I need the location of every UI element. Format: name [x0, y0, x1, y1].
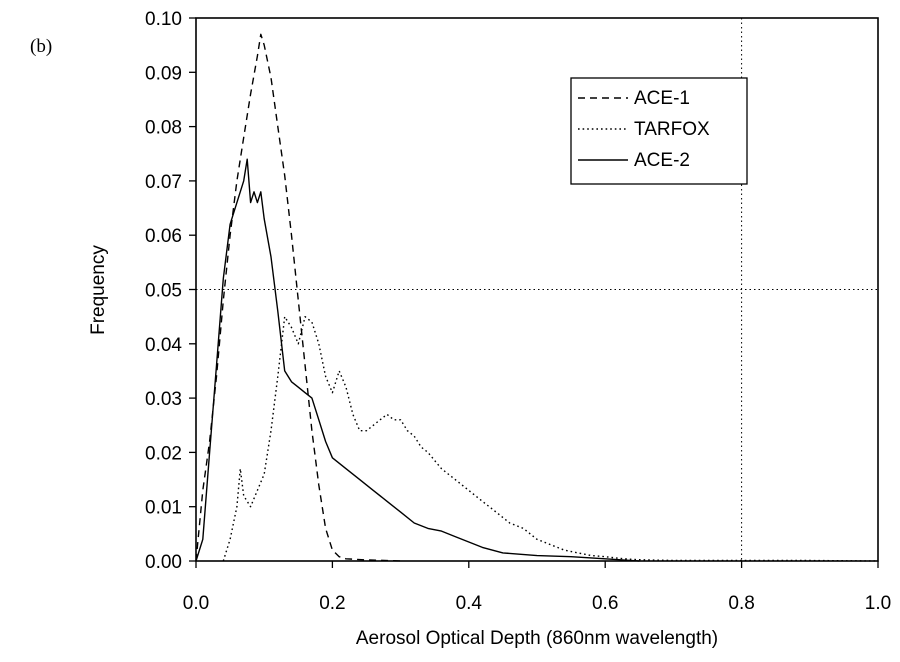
x-tick-label: 0.2	[319, 593, 345, 614]
legend-label-ace-2: ACE-2	[634, 150, 690, 171]
y-axis-title: Frequency	[88, 245, 109, 335]
y-tick-label: 0.05	[145, 281, 182, 302]
y-tick-label: 0.10	[145, 9, 182, 30]
x-tick-label: 0.4	[456, 593, 483, 614]
legend-label-ace-1: ACE-1	[634, 88, 690, 109]
y-tick-label: 0.02	[145, 443, 182, 464]
y-tick-label: 0.06	[145, 226, 182, 247]
x-tick-label: 1.0	[865, 593, 891, 614]
x-axis-title: Aerosol Optical Depth (860nm wavelength)	[356, 628, 718, 649]
x-axis: 0.0 0.2 0.4 0.6 0.8 1.0	[183, 561, 891, 614]
series-layer	[195, 33, 879, 562]
y-axis: 0.00 0.01 0.02 0.03 0.04 0.05 0.06 0.07 0.08 0.09…	[145, 9, 196, 573]
series-line-ace-2	[195, 158, 640, 562]
y-tick-label: 0.00	[145, 552, 182, 573]
panel-label: (b)	[30, 36, 52, 57]
legend-box	[570, 77, 748, 185]
x-tick-label: 0.8	[728, 593, 754, 614]
plot-frame	[195, 17, 879, 562]
x-tick-label: 0.0	[183, 593, 209, 614]
y-tick-label: 0.03	[145, 389, 182, 410]
series-line-ace-1	[195, 33, 401, 562]
y-tick-label: 0.04	[145, 335, 182, 356]
reference-lines	[196, 18, 878, 561]
legend-label-tarfox: TARFOX	[634, 119, 710, 140]
x-tick-label: 0.6	[592, 593, 618, 614]
legend: ACE-1 TARFOX ACE-2	[570, 77, 748, 185]
series-line-tarfox	[222, 316, 879, 562]
y-tick-label: 0.09	[145, 63, 182, 84]
y-tick-label: 0.08	[145, 118, 182, 139]
y-tick-label: 0.07	[145, 172, 182, 193]
y-tick-label: 0.01	[145, 498, 182, 519]
